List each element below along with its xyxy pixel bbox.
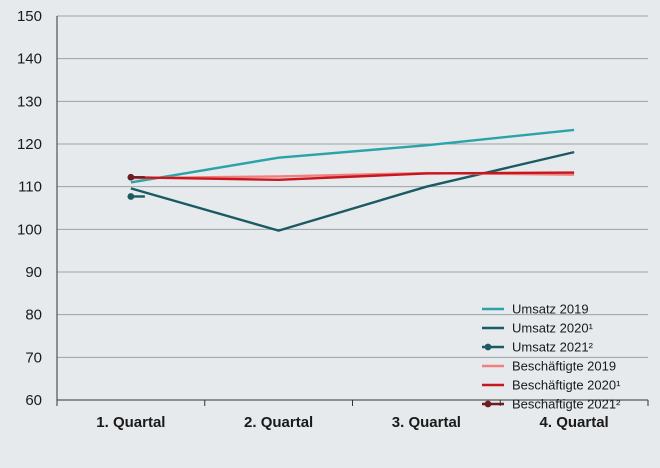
x-tick-label: 1. Quartal [96,414,165,431]
y-tick-label: 80 [25,307,42,324]
y-tick-label: 90 [25,264,42,281]
legend-label-1: Umsatz 2020¹ [512,321,594,336]
legend-label-4: Beschäftigte 2020¹ [512,378,621,393]
y-tick-label: 70 [25,349,42,366]
series-line-1 [130,150,575,232]
x-tick-label: 2. Quartal [244,414,313,431]
legend-label-2: Umsatz 2021² [512,340,594,355]
series-point-2 [127,193,135,200]
x-axis-ticks: 1. Quartal 2. Quartal 3. Quartal 4. Quartal [96,414,608,431]
y-tick-label: 120 [17,136,42,153]
legend-label-3: Beschäftigte 2019 [512,359,616,374]
x-tick-label: 3. Quartal [392,414,461,431]
x-tick-label: 4. Quartal [540,414,609,431]
y-tick-label: 140 [17,51,42,68]
series-lines [127,128,575,232]
y-tick-label: 60 [25,392,42,409]
legend-label-5: Beschäftigte 2021² [512,397,621,412]
grid-lines [56,15,649,406]
y-tick-label: 130 [17,93,42,110]
series-line-0 [130,128,575,184]
series-point-5 [127,173,135,181]
legend-marker-5 [484,400,492,408]
legend-marker-2 [484,343,492,351]
legend-label-0: Umsatz 2019 [512,302,589,317]
y-axis-ticks: 60 70 80 90 100 110 120 130 140 150 [17,8,42,409]
y-tick-label: 110 [18,179,42,196]
legend: Umsatz 2019 Umsatz 2020¹ Umsatz 2021² Besch… [482,302,621,412]
series-line-4 [130,171,575,182]
y-tick-label: 100 [17,221,42,238]
y-tick-label: 150 [17,8,42,25]
